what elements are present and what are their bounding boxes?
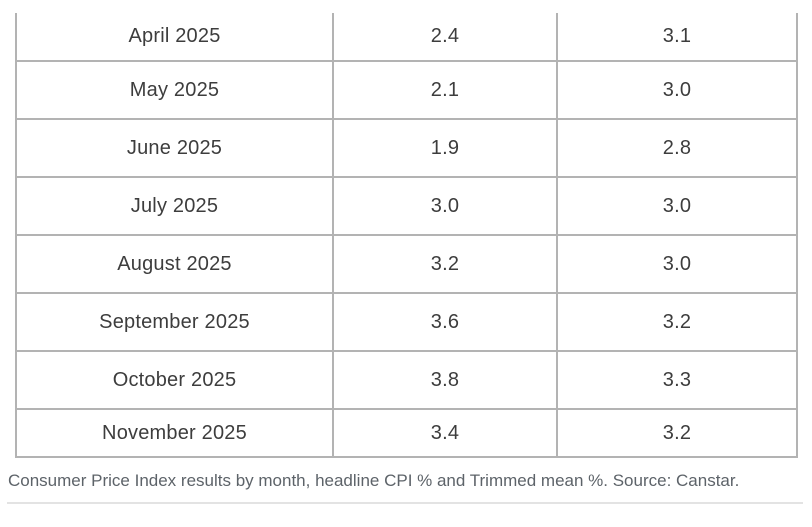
table-row: August 2025 3.2 3.0 <box>15 234 798 294</box>
trimmed-mean-cell: 3.0 <box>556 176 798 236</box>
headline-cpi-cell: 3.8 <box>332 350 558 410</box>
trimmed-mean-cell: 3.0 <box>556 234 798 294</box>
table-row: October 2025 3.8 3.3 <box>15 350 798 410</box>
trimmed-mean-cell: 3.2 <box>556 408 798 458</box>
month-cell: October 2025 <box>15 350 334 410</box>
headline-cpi-cell: 2.1 <box>332 60 558 120</box>
month-cell: August 2025 <box>15 234 334 294</box>
month-cell: April 2025 <box>15 13 334 62</box>
headline-cpi-cell: 3.4 <box>332 408 558 458</box>
table-row: July 2025 3.0 3.0 <box>15 176 798 236</box>
headline-cpi-cell: 3.2 <box>332 234 558 294</box>
trimmed-mean-cell: 3.3 <box>556 350 798 410</box>
month-cell: June 2025 <box>15 118 334 178</box>
bottom-divider <box>7 502 803 504</box>
table-row: September 2025 3.6 3.2 <box>15 292 798 352</box>
month-cell: September 2025 <box>15 292 334 352</box>
trimmed-mean-cell: 2.8 <box>556 118 798 178</box>
headline-cpi-cell: 3.0 <box>332 176 558 236</box>
trimmed-mean-cell: 3.0 <box>556 60 798 120</box>
month-cell: May 2025 <box>15 60 334 120</box>
trimmed-mean-cell: 3.2 <box>556 292 798 352</box>
headline-cpi-cell: 2.4 <box>332 13 558 62</box>
trimmed-mean-cell: 3.1 <box>556 13 798 62</box>
month-cell: July 2025 <box>15 176 334 236</box>
table-row: May 2025 2.1 3.0 <box>15 60 798 120</box>
headline-cpi-cell: 1.9 <box>332 118 558 178</box>
cpi-table: April 2025 2.4 3.1 May 2025 2.1 3.0 June… <box>15 13 798 458</box>
table-caption: Consumer Price Index results by month, h… <box>8 471 740 490</box>
table-row: April 2025 2.4 3.1 <box>15 13 798 62</box>
table-row: June 2025 1.9 2.8 <box>15 118 798 178</box>
table-row: November 2025 3.4 3.2 <box>15 408 798 458</box>
headline-cpi-cell: 3.6 <box>332 292 558 352</box>
month-cell: November 2025 <box>15 408 334 458</box>
